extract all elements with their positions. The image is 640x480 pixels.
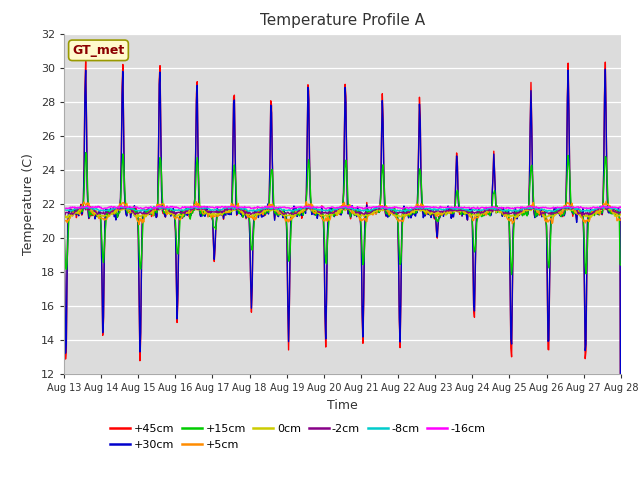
Text: GT_met: GT_met: [72, 44, 125, 57]
Legend: +45cm, +30cm, +15cm, +5cm, 0cm, -2cm, -8cm, -16cm: +45cm, +30cm, +15cm, +5cm, 0cm, -2cm, -8…: [106, 420, 490, 454]
Y-axis label: Temperature (C): Temperature (C): [22, 153, 35, 255]
Title: Temperature Profile A: Temperature Profile A: [260, 13, 425, 28]
X-axis label: Time: Time: [327, 399, 358, 412]
